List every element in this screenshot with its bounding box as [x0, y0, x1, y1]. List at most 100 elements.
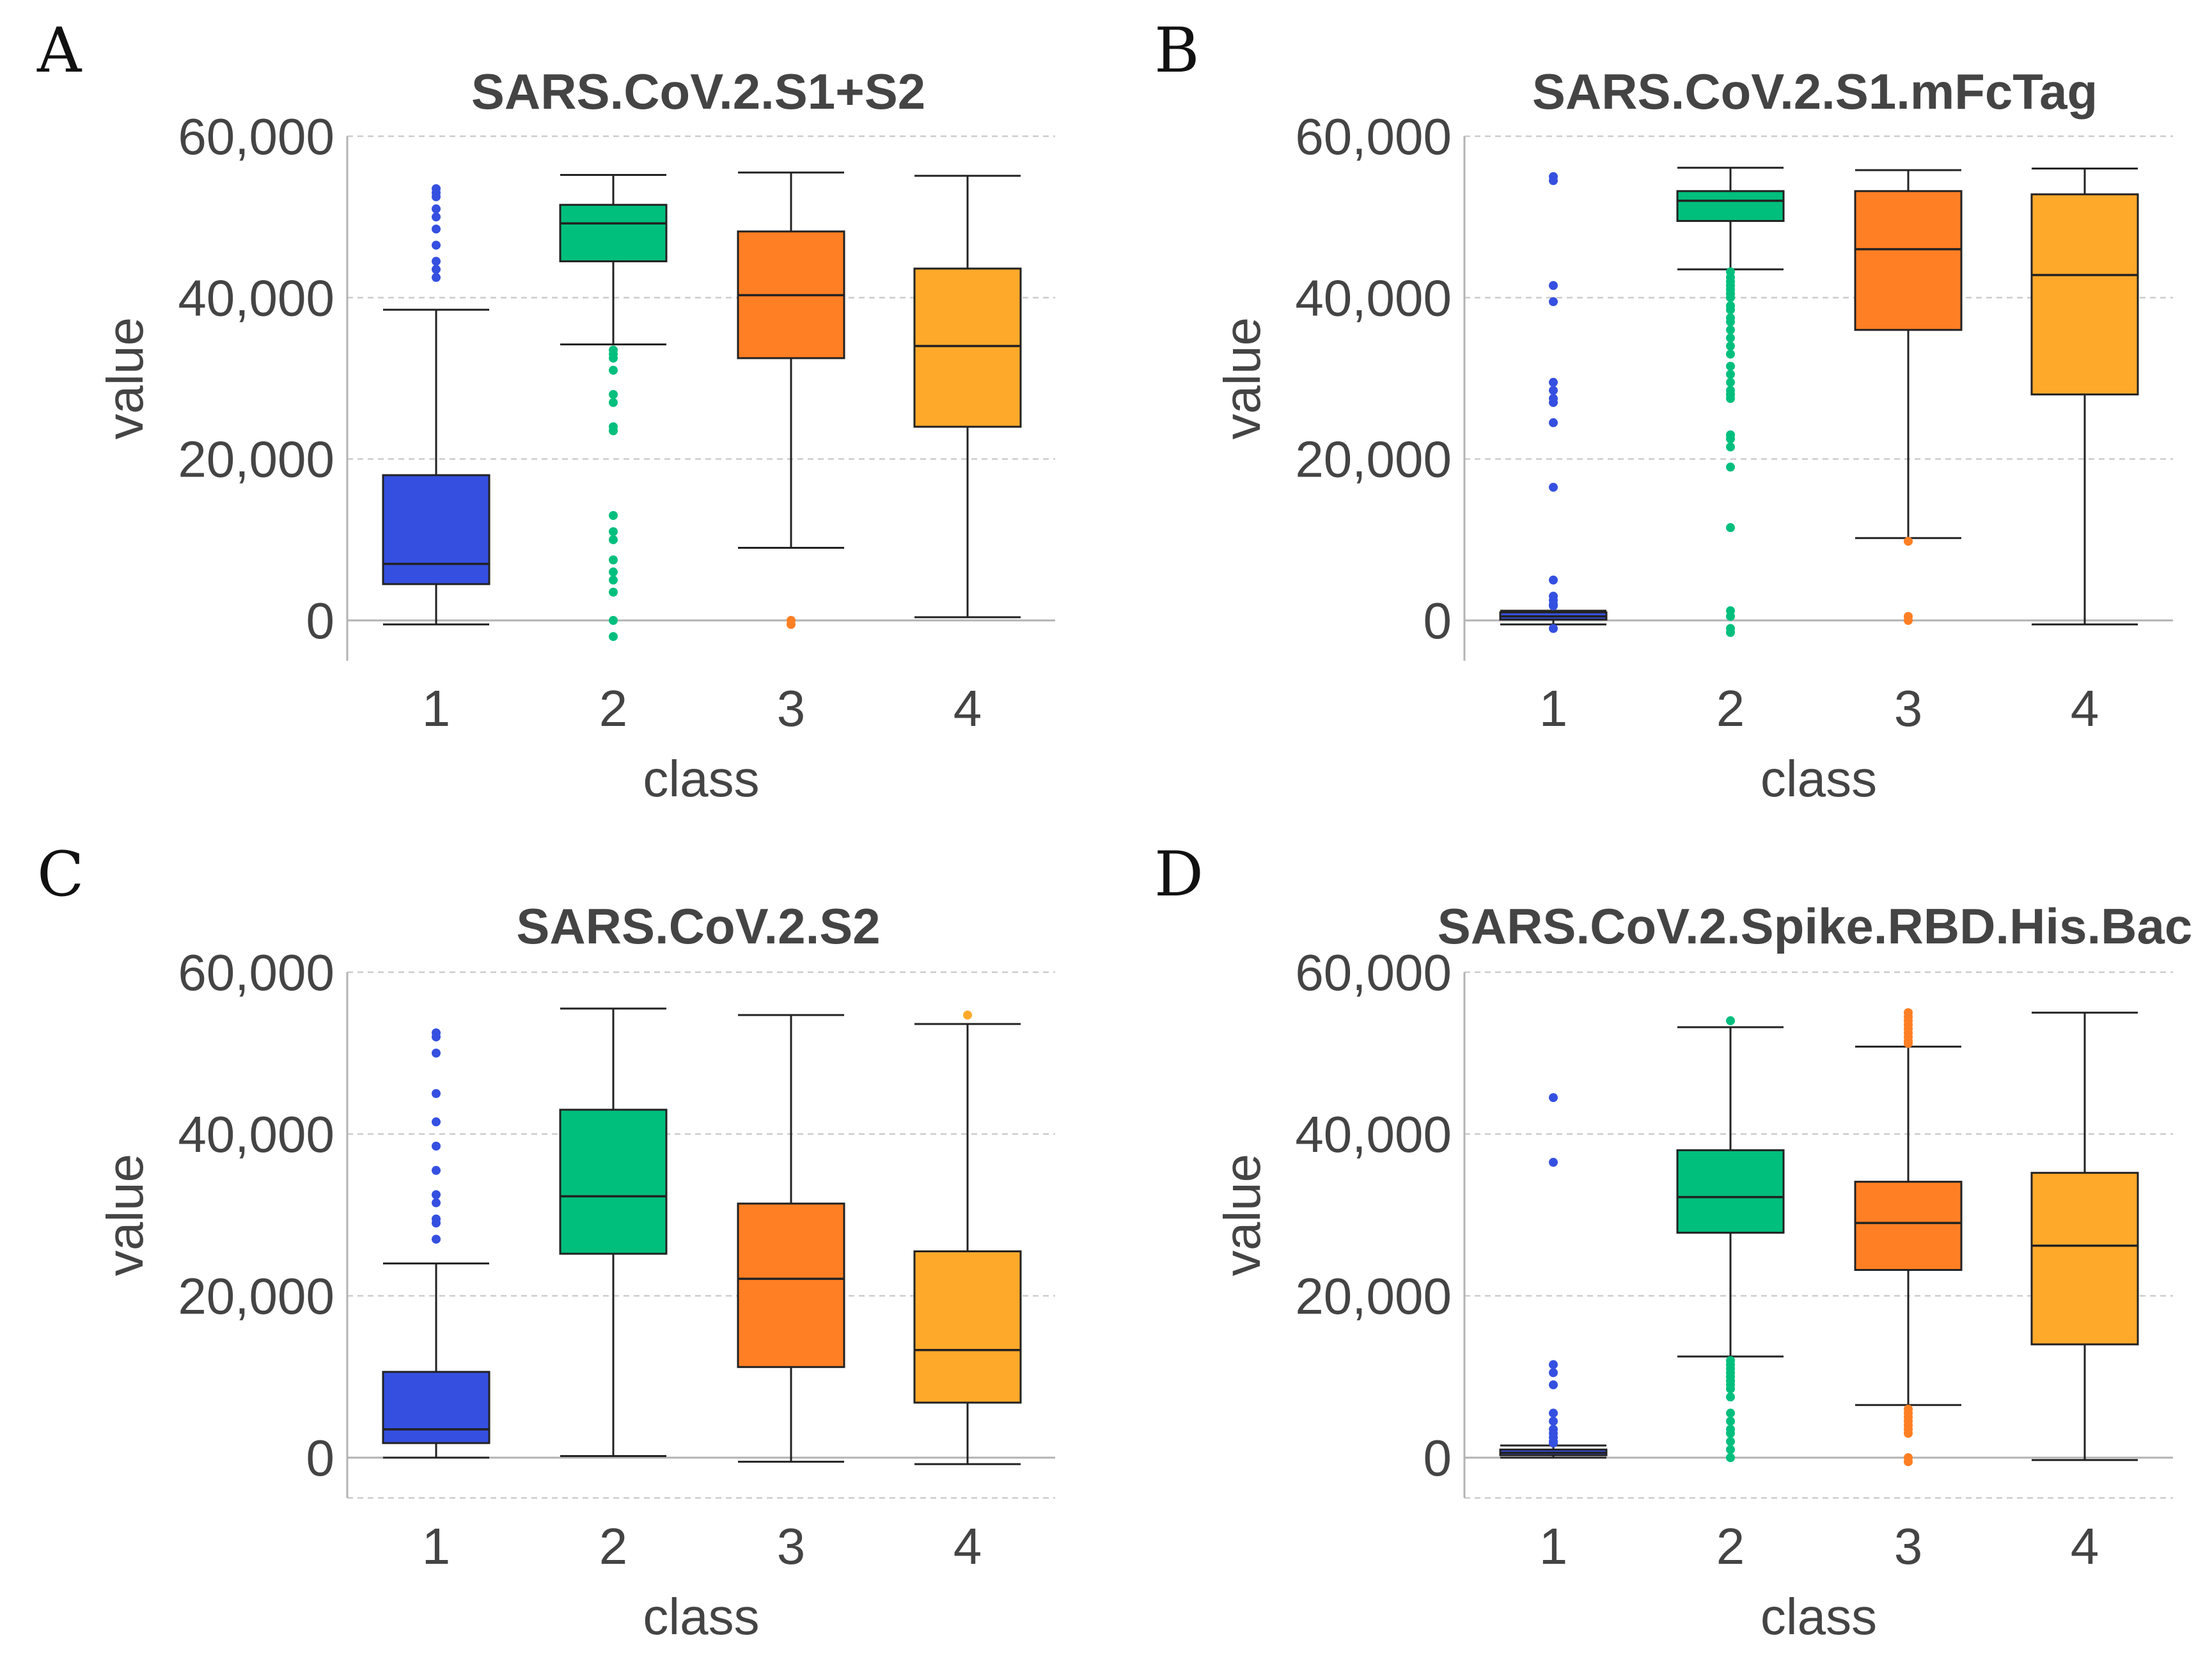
outlier-point [1726, 394, 1735, 404]
box-iqr [559, 1108, 668, 1255]
outlier-point [1904, 1429, 1913, 1438]
outlier-point [432, 240, 441, 250]
outlier-point [1726, 361, 1735, 371]
box-iqr [382, 1371, 490, 1444]
box-iqr [382, 474, 490, 585]
x-tick-label: 1 [1539, 680, 1568, 737]
y-tick-label: 40,000 [178, 1106, 334, 1163]
box-class-2 [1676, 166, 1785, 637]
outlier-point [1726, 293, 1735, 303]
y-tick-label: 60,000 [178, 108, 334, 165]
outlier-point [1549, 418, 1558, 427]
box-class-4 [2030, 1011, 2139, 1461]
box-class-2 [559, 1007, 668, 1457]
box-iqr [1676, 190, 1785, 222]
box-iqr [1676, 1149, 1785, 1234]
outlier-point [609, 365, 618, 375]
outlier-point [1904, 1039, 1913, 1048]
outlier-point [432, 1165, 441, 1175]
box-iqr [1854, 1181, 1963, 1272]
panel-d: D SARS.CoV.2.Spike.RBD.His.Bac 0 20,000 40,0… [1154, 839, 2192, 1645]
outlier-point [1726, 325, 1735, 335]
outlier-point [609, 567, 618, 577]
x-tick-label: 1 [422, 1518, 451, 1575]
outlier-point [1726, 1016, 1735, 1025]
outlier-point [1726, 462, 1735, 472]
outlier-point [1549, 1380, 1558, 1390]
outlier-point [432, 1190, 441, 1199]
outlier-point [1726, 627, 1735, 637]
box-iqr [913, 267, 1022, 428]
outlier-point [1549, 1417, 1558, 1426]
box-class-1 [382, 184, 490, 626]
x-axis-title: class [643, 750, 759, 807]
outlier-point [1726, 1392, 1735, 1402]
x-axis-title: class [643, 1588, 759, 1645]
outlier-point [787, 620, 796, 629]
x-tick-label: 4 [953, 680, 982, 737]
box-class-3 [1854, 1008, 1963, 1467]
outlier-point [1726, 1437, 1735, 1446]
chart-title: SARS.CoV.2.S1+S2 [471, 63, 925, 120]
outlier-point [1726, 342, 1735, 351]
outlier-point [609, 353, 618, 363]
y-tick-label: 60,000 [178, 944, 334, 1001]
box-class-1 [1499, 1093, 1608, 1459]
panel-letter: C [37, 839, 84, 910]
y-tick-label: 0 [1424, 1430, 1452, 1486]
outlier-point [609, 632, 618, 642]
y-tick-label: 20,000 [1295, 1268, 1452, 1325]
box-iqr [2030, 1172, 2139, 1346]
outlier-point [432, 204, 441, 214]
outlier-point [1726, 442, 1735, 452]
outlier-point [432, 1218, 441, 1228]
outlier-point [432, 224, 441, 234]
y-tick-label: 0 [306, 1430, 335, 1486]
box-class-4 [913, 175, 1022, 618]
chart-title: SARS.CoV.2.Spike.RBD.His.Bac [1438, 898, 2193, 954]
outlier-point [1726, 377, 1735, 387]
x-tick-label: 3 [777, 680, 806, 737]
outlier-point [1726, 349, 1735, 359]
y-tick-label: 20,000 [178, 1268, 334, 1325]
box-iqr [559, 203, 668, 263]
y-axis-title: value [97, 317, 153, 439]
y-tick-label: 60,000 [1295, 108, 1452, 165]
outlier-point [1726, 1408, 1735, 1418]
outlier-point [432, 1089, 441, 1098]
outlier-point [1726, 611, 1735, 621]
y-axis-title: value [1214, 317, 1271, 439]
box-class-4 [913, 1011, 1022, 1465]
outlier-point [609, 555, 618, 565]
x-tick-label: 3 [1894, 680, 1923, 737]
x-tick-label: 2 [1716, 680, 1745, 737]
outlier-point [1726, 1429, 1735, 1438]
y-axis-title: value [1214, 1154, 1271, 1276]
panel-b: B SARS.CoV.2.S1.mFcTag 0 20,000 40,000 60,000… [1154, 15, 2173, 807]
outlier-point [1549, 398, 1558, 407]
outlier-point [432, 1032, 441, 1042]
box-iqr [737, 1202, 845, 1368]
outlier-point [1549, 386, 1558, 395]
outlier-point [1726, 1384, 1735, 1394]
outlier-point [1726, 434, 1735, 444]
y-tick-label: 20,000 [178, 431, 334, 488]
outlier-point [432, 1141, 441, 1151]
y-tick-label: 40,000 [1295, 1106, 1452, 1163]
outlier-point [609, 510, 618, 520]
outlier-point [1726, 1417, 1735, 1426]
outlier-point [1726, 1445, 1735, 1454]
x-tick-label: 3 [777, 1518, 806, 1575]
outlier-point [609, 616, 618, 625]
x-tick-label: 2 [1716, 1518, 1745, 1575]
x-tick-label: 4 [2071, 1518, 2099, 1575]
outlier-point [1549, 1360, 1558, 1369]
outlier-point [432, 1234, 441, 1244]
outlier-point [1726, 317, 1735, 327]
outlier-point [1549, 176, 1558, 185]
outlier-point [1549, 297, 1558, 306]
outlier-point [609, 390, 618, 399]
outlier-point [1549, 575, 1558, 585]
x-tick-label: 1 [1539, 1518, 1568, 1575]
outlier-point [609, 575, 618, 585]
